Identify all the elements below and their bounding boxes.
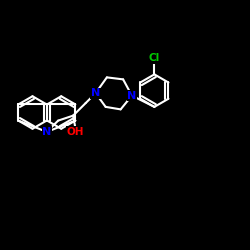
Text: N: N [42,127,51,137]
Text: N: N [127,90,136,101]
Text: N: N [91,88,100,98]
Text: OH: OH [67,127,84,137]
Text: Cl: Cl [149,53,160,63]
